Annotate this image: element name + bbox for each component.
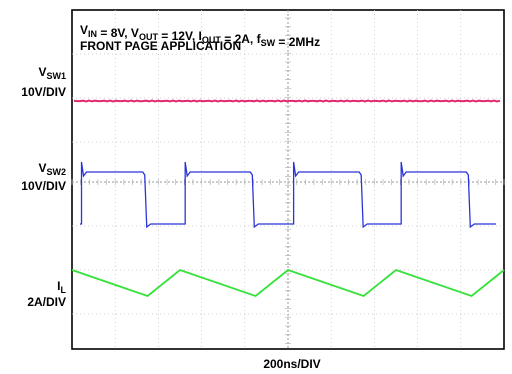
- header-subscript: OUT: [139, 32, 159, 42]
- header-subscript: OUT: [202, 35, 222, 45]
- header-text: = 12V, I: [158, 29, 202, 43]
- trace-vsw1: [73, 99, 501, 103]
- channel-name: VSW2: [38, 161, 66, 177]
- channel-label-vsw1: VSW1 10V/DIV: [21, 65, 66, 99]
- header-subscript: SW: [261, 38, 276, 48]
- graticule: [71, 10, 505, 349]
- header-conditions: VIN = 8V, VOUT = 12V, IOUT = 2A, fSW = 2…: [80, 23, 320, 49]
- traces: [71, 99, 505, 298]
- channel-name: VSW1: [38, 65, 66, 81]
- header-title: FRONT PAGE APPLICATION: [80, 39, 241, 53]
- header-text: = 2A, f: [221, 32, 262, 46]
- channel-scale: 10V/DIV: [21, 85, 66, 99]
- channel-scale: 10V/DIV: [21, 179, 66, 193]
- header-text: = 2MHz: [275, 35, 320, 49]
- header-text: = 8V, V: [97, 26, 139, 40]
- channel-name: IL: [57, 279, 66, 295]
- header-text: V: [80, 23, 88, 37]
- channel-label-vsw2: VSW2 10V/DIV: [21, 161, 66, 193]
- trace-vsw2: [80, 161, 496, 229]
- channel-scale: 2A/DIV: [27, 295, 66, 309]
- x-axis-label: 200ns/DIV: [263, 357, 320, 371]
- trace-il: [71, 268, 505, 298]
- header-subscript: IN: [88, 29, 97, 39]
